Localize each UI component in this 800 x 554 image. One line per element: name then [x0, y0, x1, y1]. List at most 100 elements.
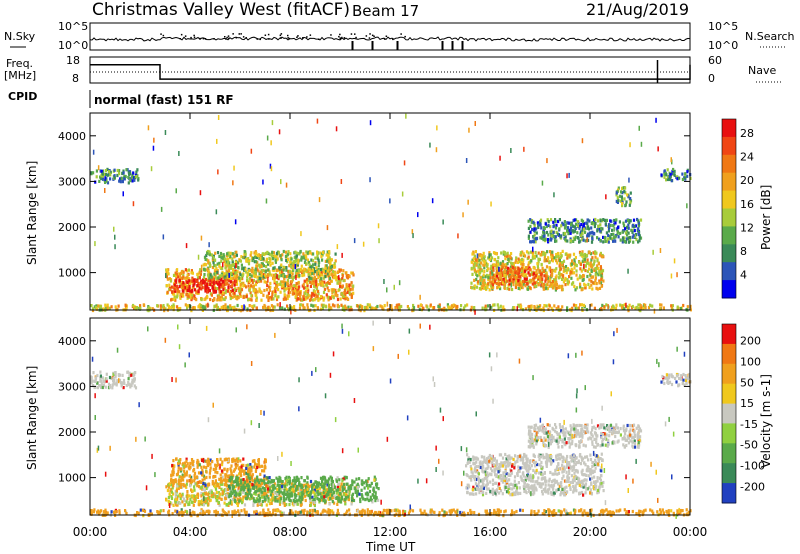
heatmap-cell	[150, 166, 153, 172]
heatmap-cell	[327, 255, 330, 259]
nsearch-point	[238, 33, 240, 35]
heatmap-cell	[520, 283, 523, 287]
heatmap-cell	[174, 298, 177, 302]
heatmap-cell	[525, 266, 528, 270]
heatmap-cell	[295, 268, 298, 272]
heatmap-cell	[269, 490, 272, 494]
heatmap-cell	[134, 307, 137, 311]
heatmap-cell	[558, 227, 561, 231]
heatmap-cell	[132, 374, 135, 378]
heatmap-cell	[588, 219, 591, 223]
heatmap-cell	[210, 293, 213, 297]
heatmap-cell	[283, 491, 286, 496]
heatmap-cell	[602, 218, 605, 222]
heatmap-cell	[205, 253, 208, 258]
heatmap-cell	[221, 284, 224, 288]
heatmap-cell	[481, 281, 484, 285]
nsearch-point	[202, 37, 205, 40]
heatmap-cell	[631, 228, 634, 233]
heatmap-cell	[175, 272, 179, 276]
heatmap-cell	[276, 283, 279, 287]
heatmap-cell	[165, 485, 168, 489]
heatmap-cell	[401, 191, 404, 197]
heatmap-cell	[632, 218, 636, 222]
heatmap-cell	[672, 167, 675, 172]
heatmap-cell	[328, 266, 331, 270]
heatmap-cell	[178, 478, 181, 482]
heatmap-cell	[306, 303, 309, 307]
heatmap-cell	[186, 284, 190, 288]
heatmap-cell	[487, 256, 490, 260]
heatmap-cell	[660, 173, 663, 177]
heatmap-cell	[689, 308, 692, 312]
heatmap-cell	[437, 304, 440, 308]
heatmap-cell	[294, 294, 297, 298]
heatmap-cell	[522, 273, 525, 277]
heatmap-cell	[214, 494, 217, 499]
heatmap-cell	[233, 294, 236, 298]
heatmap-cell	[116, 173, 119, 178]
heatmap-cell	[484, 304, 487, 308]
heatmap-cell	[336, 244, 339, 250]
heatmap-cell	[554, 288, 557, 292]
heatmap-cell	[165, 268, 168, 272]
heatmap-cell	[557, 305, 560, 309]
heatmap-cell	[532, 235, 535, 239]
heatmap-cell	[179, 497, 182, 501]
heatmap-cell	[590, 226, 593, 230]
heatmap-cell	[220, 285, 223, 289]
heatmap-cell	[268, 288, 271, 292]
heatmap-cell	[663, 170, 666, 174]
heatmap-cell	[600, 274, 603, 278]
heatmap-cell	[328, 276, 331, 280]
heatmap-cell	[579, 303, 582, 307]
heatmap-cell	[232, 306, 235, 310]
heatmap-cell	[283, 280, 286, 284]
heatmap-cell	[205, 466, 208, 470]
heatmap-cell	[228, 478, 231, 482]
heatmap-cell	[334, 252, 337, 256]
heatmap-cell	[159, 304, 162, 308]
heatmap-cell	[594, 250, 597, 254]
heatmap-cell	[478, 267, 481, 271]
heatmap-cell	[597, 261, 600, 265]
heatmap-cell	[635, 238, 638, 242]
heatmap-cell	[225, 269, 228, 273]
heatmap-cell	[495, 267, 498, 271]
heatmap-cell	[389, 198, 391, 204]
heatmap-cell	[317, 269, 320, 273]
heatmap-cell	[216, 268, 219, 273]
heatmap-cell	[350, 500, 353, 504]
heatmap-cell	[252, 279, 255, 283]
heatmap-cell	[474, 121, 476, 126]
heatmap-cell	[235, 288, 238, 292]
heatmap-cell	[623, 189, 626, 193]
heatmap-cell	[200, 264, 203, 270]
heatmap-cell	[535, 237, 538, 241]
heatmap-cell	[540, 272, 543, 276]
heatmap-cell	[631, 304, 634, 309]
heatmap-cell	[294, 264, 297, 270]
heatmap-cell	[180, 475, 183, 479]
heatmap-cell	[224, 291, 227, 295]
heatmap-cell	[457, 233, 459, 239]
heatmap-cell	[312, 289, 315, 293]
heatmap-cell	[263, 460, 266, 464]
heatmap-cell	[351, 271, 354, 275]
heatmap-cell	[249, 470, 252, 474]
heatmap-cell	[90, 378, 93, 382]
heatmap-cell	[539, 280, 542, 284]
heatmap-cell	[278, 270, 282, 274]
heatmap-cell	[542, 287, 545, 291]
heatmap-cell	[300, 268, 303, 272]
heatmap-cell	[205, 499, 208, 503]
heatmap-cell	[215, 276, 218, 280]
heatmap-cell	[193, 474, 196, 478]
heatmap-cell	[547, 233, 550, 237]
nsearch-point	[267, 33, 270, 36]
heatmap-cell	[556, 261, 559, 265]
heatmap-cell	[583, 253, 586, 257]
heatmap-cell	[173, 305, 176, 309]
heatmap-cell	[232, 180, 234, 186]
heatmap-cell	[131, 175, 134, 179]
